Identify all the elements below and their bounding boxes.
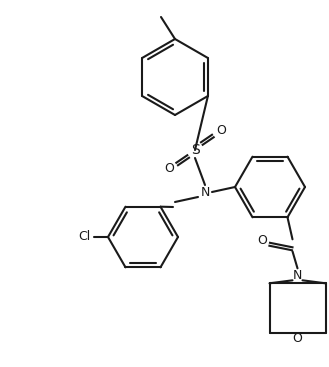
Text: O: O — [216, 124, 226, 138]
Text: N: N — [200, 185, 210, 199]
Text: S: S — [190, 143, 199, 157]
Text: O: O — [258, 234, 267, 247]
Text: O: O — [164, 163, 174, 175]
Text: Cl: Cl — [78, 230, 90, 243]
Text: O: O — [292, 332, 302, 345]
Text: N: N — [293, 269, 302, 282]
